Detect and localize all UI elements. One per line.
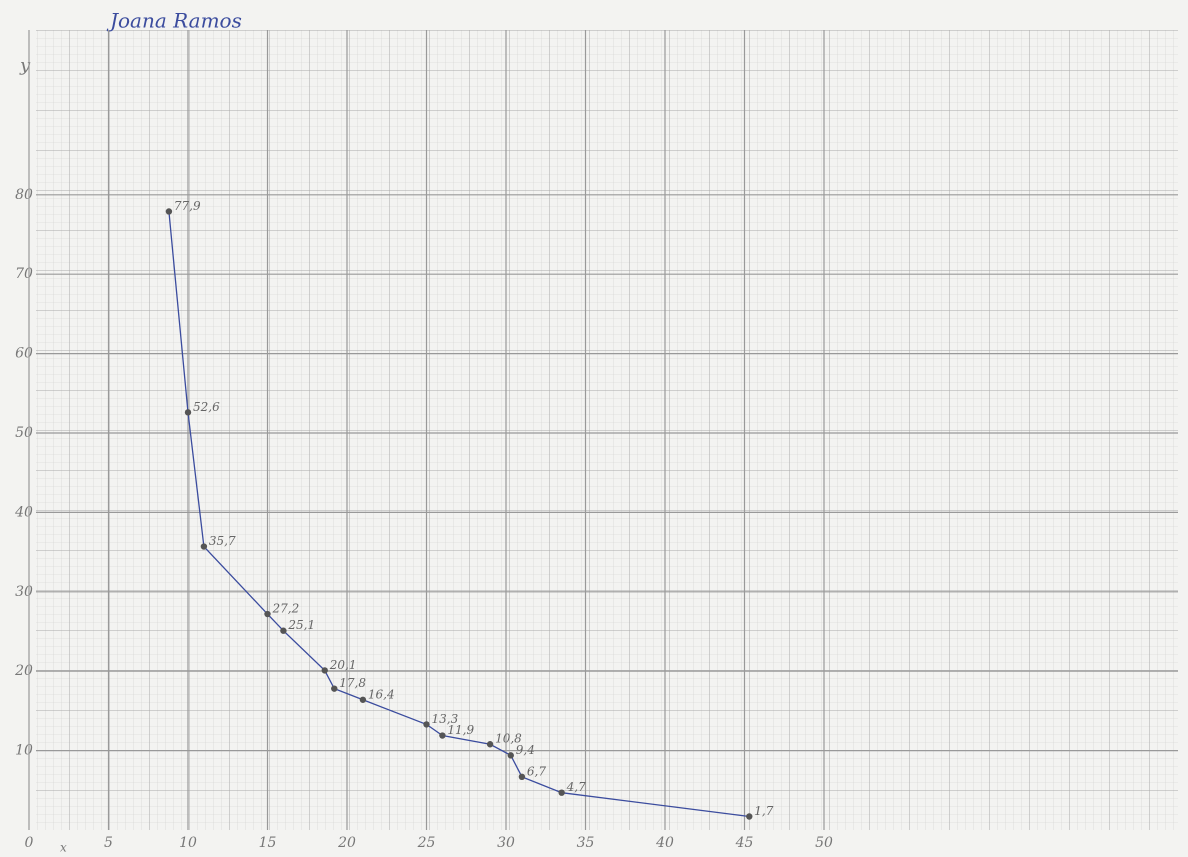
x-axis-label: x [60, 841, 67, 855]
data-point [487, 741, 493, 747]
y-tick-label: 10 [15, 743, 33, 759]
data-point [519, 774, 525, 780]
x-tick-label: 35 [577, 835, 595, 851]
data-label: 27,2 [272, 602, 300, 616]
data-label: 6,7 [527, 764, 546, 778]
x-tick-label: 45 [735, 835, 754, 851]
data-point [439, 732, 445, 738]
data-label: 25,1 [287, 618, 315, 632]
x-tick-label: 40 [655, 835, 674, 851]
data-label: 20,1 [329, 658, 357, 672]
x-tick-label: 25 [417, 835, 436, 851]
data-point [558, 789, 564, 795]
data-label: 1,7 [754, 804, 773, 818]
data-label: 52,6 [193, 400, 220, 414]
x-tick-label: 50 [815, 835, 833, 851]
y-tick-label: 70 [15, 266, 33, 282]
data-point [166, 208, 172, 214]
data-label: 17,8 [339, 676, 366, 690]
x-tick-label: 0 [25, 835, 34, 851]
y-tick-label: 30 [15, 584, 33, 600]
chart-title: Joana Ramos [106, 9, 242, 33]
y-tick-label: 50 [15, 425, 33, 441]
data-label: 9,4 [516, 743, 535, 757]
y-tick-label: 20 [14, 663, 33, 679]
x-tick-label: 10 [179, 835, 197, 851]
data-label: 16,4 [368, 687, 395, 701]
page: Joana Ramos y x 102030405060708005101520… [0, 0, 1188, 857]
data-label: 11,9 [447, 723, 474, 737]
data-point [508, 752, 514, 758]
data-label: 4,7 [566, 780, 586, 794]
data-point [201, 543, 207, 549]
x-tick-label: 30 [497, 835, 515, 851]
data-label: 77,9 [174, 199, 201, 213]
y-tick-label: 40 [14, 504, 33, 520]
data-point [746, 813, 752, 819]
x-tick-label: 5 [104, 835, 113, 851]
data-point [360, 697, 366, 703]
data-point [331, 685, 337, 691]
x-tick-label: 15 [259, 835, 277, 851]
y-tick-label: 80 [15, 187, 33, 203]
data-point [264, 611, 270, 617]
data-point [185, 409, 191, 415]
data-point [280, 628, 286, 634]
chart: Joana Ramos y x 102030405060708005101520… [0, 0, 1188, 857]
data-point [423, 721, 429, 727]
y-tick-label: 60 [15, 346, 33, 362]
graph-paper [36, 30, 1178, 830]
x-tick-label: 20 [337, 835, 356, 851]
data-label: 35,7 [209, 534, 236, 548]
data-point [322, 667, 328, 673]
